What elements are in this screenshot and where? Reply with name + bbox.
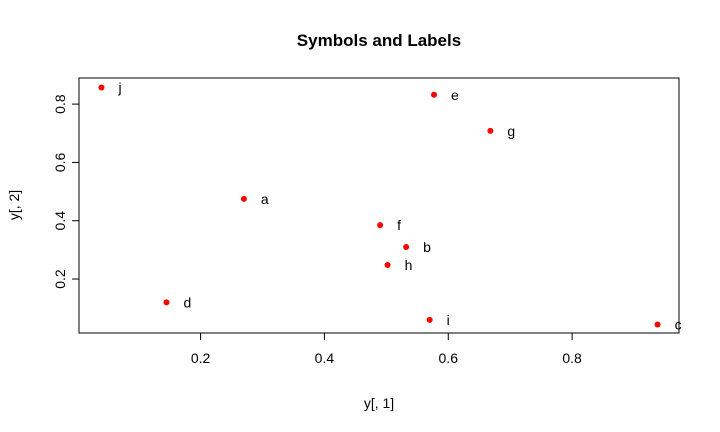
x-tick-label: 0.8 — [562, 350, 582, 366]
point-label: g — [507, 123, 515, 139]
data-point — [377, 222, 384, 229]
data-point — [240, 195, 247, 202]
x-tick-label: 0.4 — [315, 350, 335, 366]
data-point — [384, 262, 391, 269]
point-label: f — [397, 217, 401, 233]
data-point — [426, 316, 433, 323]
point-label: c — [675, 317, 682, 333]
point-label: e — [451, 87, 459, 103]
data-points: a b c d e f g h i j — [98, 79, 682, 333]
data-point — [431, 91, 438, 98]
x-axis: 0.2 0.4 0.6 0.8 — [191, 332, 582, 366]
point-label: j — [117, 79, 121, 95]
data-point — [654, 321, 661, 328]
y-axis-label: y[, 2] — [6, 190, 22, 220]
data-point — [403, 243, 410, 250]
data-point — [163, 299, 170, 306]
point-label: h — [405, 257, 413, 273]
x-tick-label: 0.2 — [191, 350, 211, 366]
chart-title: Symbols and Labels — [297, 31, 461, 50]
y-tick-label: 0.2 — [52, 269, 68, 289]
data-point — [98, 84, 105, 91]
y-axis: 0.2 0.4 0.6 0.8 — [52, 94, 80, 289]
point-label: b — [423, 239, 431, 255]
y-tick-label: 0.8 — [52, 94, 68, 114]
x-tick-label: 0.6 — [439, 350, 459, 366]
y-tick-label: 0.4 — [52, 211, 68, 231]
plot-area-frame — [78, 77, 680, 334]
point-label: i — [447, 312, 450, 328]
x-axis-label: y[, 1] — [364, 395, 394, 411]
y-tick-label: 0.6 — [52, 152, 68, 172]
point-label: a — [261, 191, 269, 207]
point-label: d — [184, 294, 192, 310]
data-point — [487, 127, 494, 134]
